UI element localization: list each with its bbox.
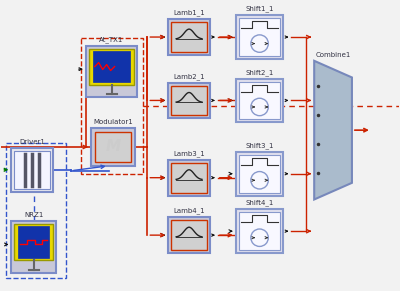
Text: Shift3_1: Shift3_1 <box>245 142 274 149</box>
FancyBboxPatch shape <box>239 212 280 250</box>
Text: NRZ1: NRZ1 <box>24 212 43 218</box>
FancyBboxPatch shape <box>171 22 207 52</box>
Text: Lamb4_1: Lamb4_1 <box>173 207 205 214</box>
FancyBboxPatch shape <box>168 217 210 253</box>
FancyBboxPatch shape <box>168 160 210 196</box>
Text: At_TX1: At_TX1 <box>100 36 124 43</box>
FancyBboxPatch shape <box>171 86 207 115</box>
FancyBboxPatch shape <box>239 18 280 56</box>
Text: Modulator1: Modulator1 <box>93 119 133 125</box>
Text: Shift1_1: Shift1_1 <box>245 6 274 12</box>
Text: Shift2_1: Shift2_1 <box>245 69 274 76</box>
FancyBboxPatch shape <box>11 221 56 273</box>
FancyBboxPatch shape <box>95 132 132 162</box>
FancyBboxPatch shape <box>236 210 284 253</box>
FancyBboxPatch shape <box>171 220 207 250</box>
FancyBboxPatch shape <box>93 51 130 82</box>
Text: Combine1: Combine1 <box>315 52 351 58</box>
FancyBboxPatch shape <box>86 46 138 97</box>
FancyBboxPatch shape <box>239 81 280 119</box>
FancyBboxPatch shape <box>236 152 284 196</box>
FancyBboxPatch shape <box>14 151 50 189</box>
FancyBboxPatch shape <box>239 155 280 193</box>
FancyBboxPatch shape <box>236 79 284 122</box>
FancyBboxPatch shape <box>168 19 210 55</box>
FancyBboxPatch shape <box>168 83 210 118</box>
Polygon shape <box>314 61 352 199</box>
FancyBboxPatch shape <box>89 49 134 85</box>
FancyBboxPatch shape <box>14 224 53 260</box>
FancyBboxPatch shape <box>18 226 49 258</box>
FancyBboxPatch shape <box>91 128 136 166</box>
Text: Driver1: Driver1 <box>19 139 45 145</box>
Text: Lamb1_1: Lamb1_1 <box>173 10 205 16</box>
FancyBboxPatch shape <box>236 15 284 59</box>
Text: M: M <box>106 139 121 155</box>
Text: Lamb3_1: Lamb3_1 <box>173 150 205 157</box>
FancyBboxPatch shape <box>171 163 207 193</box>
Text: Shift4_1: Shift4_1 <box>245 200 274 206</box>
FancyBboxPatch shape <box>11 148 53 191</box>
Text: Lamb2_1: Lamb2_1 <box>173 73 205 80</box>
